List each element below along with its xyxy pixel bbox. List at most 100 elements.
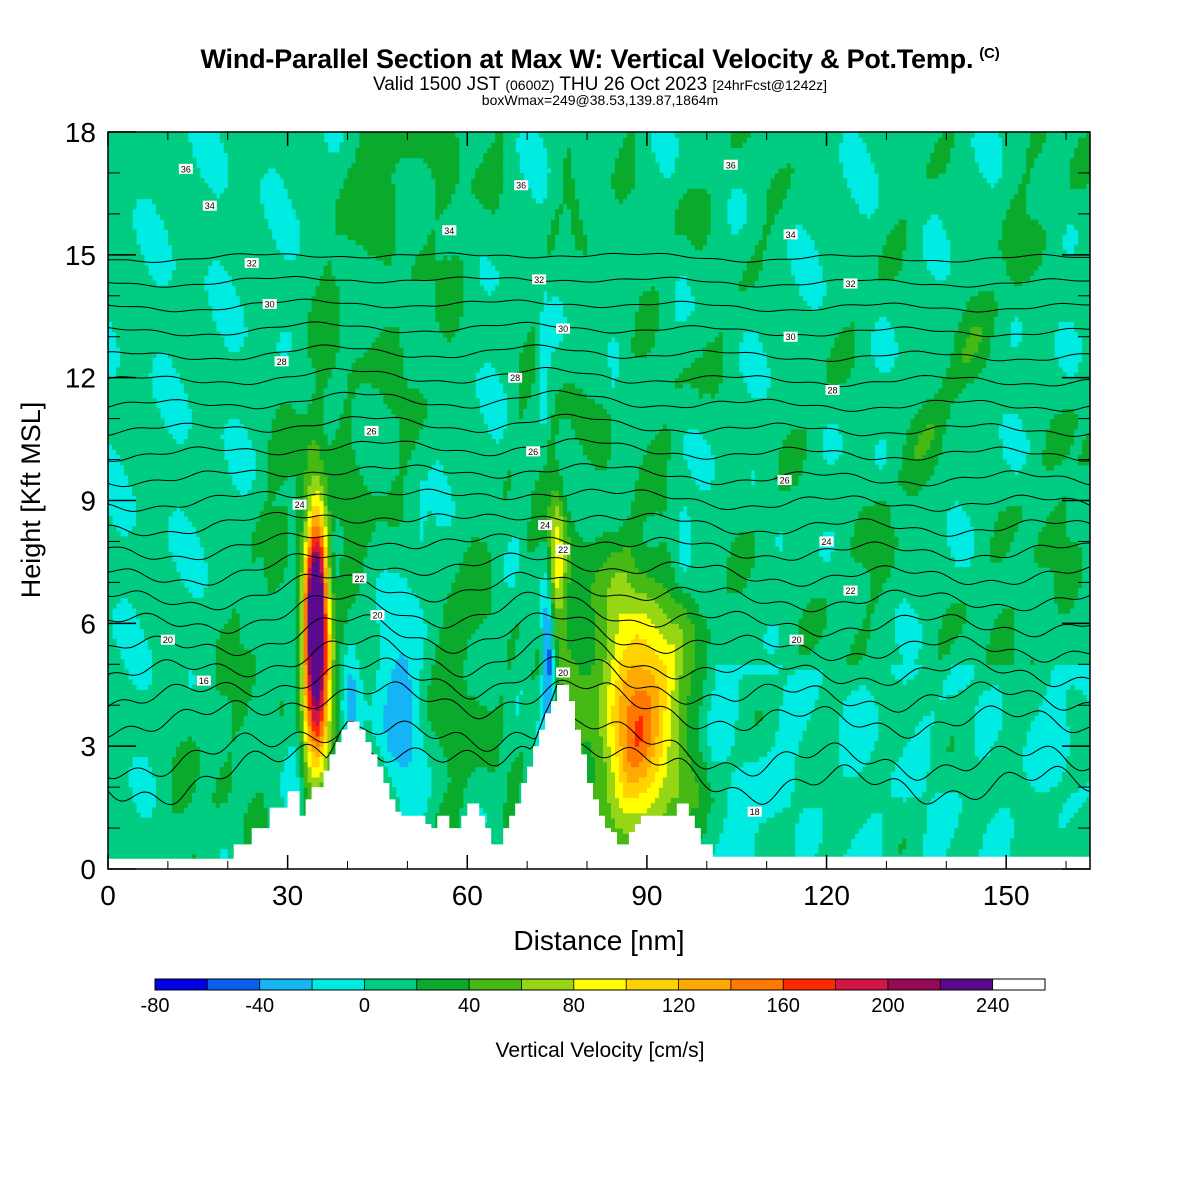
w-field-cell bbox=[199, 746, 289, 752]
w-field-cell bbox=[331, 669, 337, 676]
w-field-cell bbox=[626, 577, 656, 583]
w-field-cell bbox=[878, 270, 899, 276]
w-field-cell bbox=[108, 756, 133, 763]
w-field-cell bbox=[315, 377, 329, 384]
w-field-cell bbox=[323, 710, 329, 717]
w-field-cell bbox=[303, 664, 309, 670]
w-field-cell bbox=[267, 582, 281, 589]
w-field-cell bbox=[934, 464, 1011, 471]
w-field-cell bbox=[495, 265, 748, 271]
w-field-cell bbox=[898, 848, 903, 855]
w-field-cell bbox=[487, 147, 504, 154]
w-field-cell bbox=[295, 561, 301, 568]
w-field-cell bbox=[782, 203, 860, 210]
w-field-cell bbox=[642, 454, 672, 461]
w-field-cell bbox=[686, 567, 728, 573]
w-field-cell bbox=[902, 454, 915, 461]
w-field-cell bbox=[507, 654, 516, 660]
w-field-cell bbox=[307, 316, 341, 322]
w-field-cell bbox=[878, 715, 923, 722]
w-field-cell bbox=[571, 208, 580, 215]
w-field-cell bbox=[626, 132, 636, 138]
w-field-cell bbox=[503, 720, 536, 727]
w-field-cell bbox=[758, 275, 796, 282]
w-field-cell bbox=[678, 746, 688, 752]
w-field-cell bbox=[618, 526, 644, 532]
w-field-cell bbox=[403, 352, 520, 358]
w-field-cell bbox=[602, 735, 608, 742]
w-field-cell bbox=[295, 213, 337, 220]
w-field-cell bbox=[806, 602, 828, 609]
w-field-cell bbox=[299, 536, 305, 543]
w-field-cell bbox=[347, 674, 353, 681]
w-field-cell bbox=[754, 551, 820, 558]
w-field-cell bbox=[810, 648, 852, 655]
w-field-cell bbox=[547, 418, 552, 425]
w-field-cell bbox=[890, 229, 907, 235]
w-field-cell bbox=[1006, 208, 1027, 215]
w-field-cell bbox=[327, 572, 333, 578]
w-field-cell bbox=[108, 147, 193, 154]
w-field-cell bbox=[595, 607, 608, 614]
w-field-cell bbox=[527, 531, 548, 537]
w-field-cell bbox=[108, 725, 233, 732]
w-field-cell bbox=[567, 526, 576, 532]
w-field-cell bbox=[547, 290, 644, 297]
w-field-cell bbox=[443, 464, 544, 471]
colorbar-swatch bbox=[940, 979, 993, 990]
w-field-cell bbox=[419, 387, 476, 394]
w-field-cell bbox=[706, 817, 724, 824]
w-field-cell bbox=[203, 551, 253, 558]
w-field-cell bbox=[175, 367, 317, 374]
w-field-cell bbox=[846, 377, 943, 384]
w-field-cell bbox=[722, 377, 744, 384]
w-field-cell bbox=[115, 341, 225, 348]
w-field-cell bbox=[882, 848, 899, 855]
w-field-cell bbox=[443, 618, 484, 624]
w-field-cell bbox=[267, 495, 277, 502]
w-field-cell bbox=[503, 172, 524, 179]
w-field-cell bbox=[275, 495, 297, 502]
w-field-cell bbox=[575, 382, 612, 389]
w-field-cell bbox=[299, 756, 305, 763]
isoline-labels: 3634323028262422202016363432302826242220… bbox=[160, 159, 858, 817]
w-field-cell bbox=[670, 735, 680, 742]
w-field-cell bbox=[722, 357, 740, 363]
w-field-cell bbox=[551, 561, 556, 568]
w-field-cell bbox=[850, 643, 868, 650]
w-field-cell bbox=[287, 541, 297, 548]
w-field-cell bbox=[547, 648, 552, 655]
w-field-cell bbox=[982, 331, 995, 338]
w-field-cell bbox=[966, 510, 999, 517]
w-field-cell bbox=[634, 485, 668, 491]
w-field-cell bbox=[1010, 848, 1090, 855]
w-field-cell bbox=[519, 377, 536, 384]
w-field-cell bbox=[395, 249, 420, 256]
w-field-cell bbox=[227, 167, 269, 174]
w-field-cell bbox=[842, 326, 856, 333]
w-field-cell bbox=[251, 694, 297, 701]
w-field-cell bbox=[467, 648, 508, 655]
w-field-cell bbox=[519, 413, 524, 420]
w-field-cell bbox=[626, 741, 636, 747]
w-field-cell bbox=[654, 623, 680, 630]
w-field-cell bbox=[926, 480, 1090, 486]
w-field-cell bbox=[954, 132, 975, 138]
w-field-cell bbox=[427, 239, 436, 246]
w-field-cell bbox=[439, 633, 472, 640]
w-field-cell bbox=[307, 689, 313, 696]
w-field-cell bbox=[407, 464, 432, 471]
w-field-cell bbox=[954, 833, 983, 839]
w-field-cell bbox=[135, 607, 233, 614]
w-field-cell bbox=[311, 541, 317, 548]
w-field-cell bbox=[299, 633, 305, 640]
w-field-cell bbox=[670, 439, 684, 445]
w-field-cell bbox=[119, 459, 229, 466]
w-field-cell bbox=[579, 669, 592, 676]
w-field-cell bbox=[858, 515, 891, 522]
w-field-cell bbox=[287, 546, 297, 553]
w-field-cell bbox=[614, 792, 624, 798]
w-field-cell bbox=[323, 766, 329, 773]
w-field-cell bbox=[315, 290, 341, 297]
w-field-cell bbox=[1078, 592, 1090, 599]
